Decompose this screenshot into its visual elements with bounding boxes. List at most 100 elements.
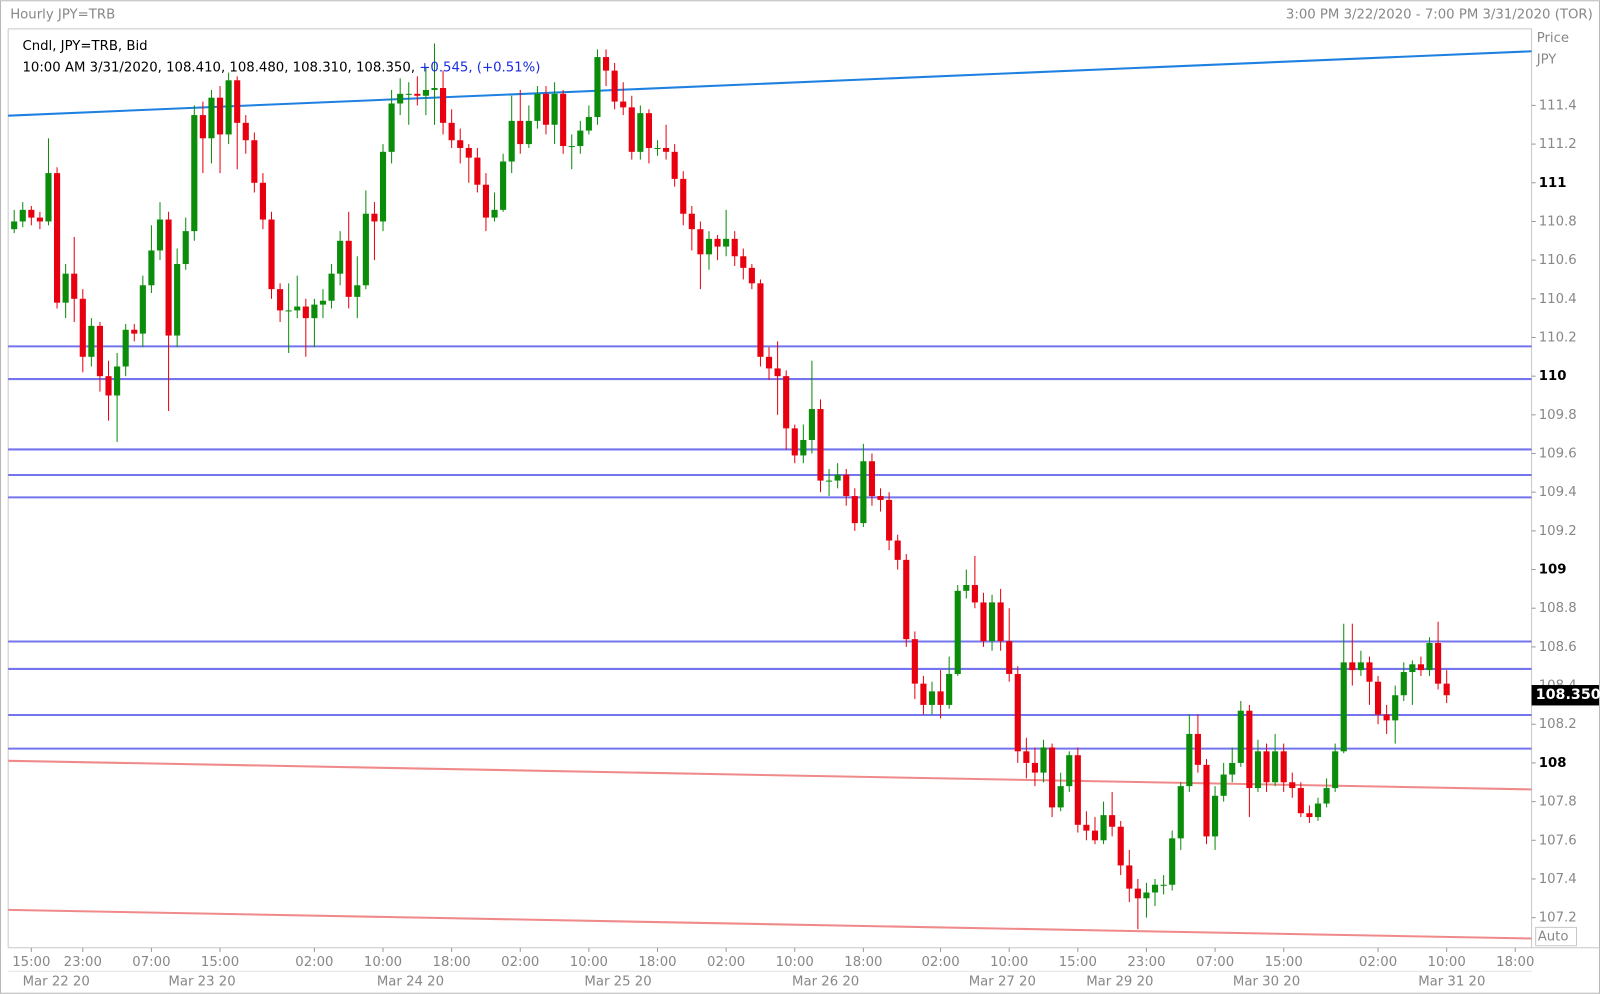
y-tick-label: 109.4 <box>1539 485 1577 500</box>
candle-body <box>1340 662 1347 752</box>
candle-body <box>671 151 678 179</box>
y-tick-label: 108.6 <box>1539 640 1577 655</box>
candle-body <box>1194 733 1201 765</box>
candle-body <box>1306 813 1313 818</box>
candle-body <box>860 461 867 524</box>
y-tick-label: 108.8 <box>1539 601 1577 616</box>
candle-body <box>783 376 790 429</box>
candle-body <box>397 93 404 104</box>
candle-body <box>611 70 618 102</box>
candle-body <box>740 256 747 268</box>
candle-body <box>28 209 35 218</box>
date-label: Mar 22 20 <box>23 974 90 989</box>
candle-body <box>1151 884 1159 893</box>
candle-body <box>697 229 704 255</box>
date-label: Mar 30 20 <box>1233 974 1300 989</box>
candle-body <box>294 306 301 311</box>
x-tick-label: 02:00 <box>707 955 745 970</box>
date-label: Mar 29 20 <box>1086 974 1153 989</box>
candle-body <box>259 182 266 220</box>
candle-body <box>319 300 327 305</box>
candle-body <box>800 439 807 456</box>
candle-body <box>1443 683 1450 696</box>
candle-body <box>448 122 455 141</box>
candle-body <box>1091 830 1099 841</box>
marks <box>8 43 1532 940</box>
candle-body <box>560 93 567 147</box>
candle-body <box>1143 892 1150 899</box>
scale-button[interactable] <box>1535 926 1578 947</box>
candle-body <box>748 267 755 284</box>
candle-body <box>723 238 730 247</box>
date-label: Mar 26 20 <box>792 974 859 989</box>
x-tick-label: 02:00 <box>1359 955 1397 970</box>
candle-body <box>422 89 429 96</box>
candle-body <box>277 289 284 311</box>
y-tick-label: 107.6 <box>1539 833 1577 848</box>
x-tick-label: 02:00 <box>501 955 539 970</box>
candle-body <box>208 97 215 139</box>
candle-body <box>757 283 764 357</box>
candle-body <box>311 304 318 319</box>
trend-line <box>8 759 1532 791</box>
candle-body <box>225 80 232 135</box>
candle-body <box>174 263 181 336</box>
candle-body <box>182 231 189 264</box>
candle-body <box>105 376 112 396</box>
candle-body <box>1392 695 1399 721</box>
candle-body <box>654 147 661 149</box>
candle-body <box>1212 795 1219 837</box>
legend-line1: Cndl, JPY=TRB, Bid <box>22 39 147 54</box>
candle-body <box>637 113 644 152</box>
candle-body <box>877 496 884 500</box>
candle-body <box>285 310 292 312</box>
candle-body <box>500 161 507 210</box>
x-tick-label: 15:00 <box>1265 955 1303 970</box>
candle-body <box>937 691 944 705</box>
candle-body <box>551 93 558 125</box>
candle-body <box>45 173 52 222</box>
candle-body <box>1357 662 1364 671</box>
candle-body <box>11 221 18 230</box>
x-tick-label: 02:00 <box>295 955 333 970</box>
candle-body <box>1100 815 1107 841</box>
candle-body <box>1272 751 1279 783</box>
candle-body <box>911 639 918 684</box>
candle-body <box>620 101 627 108</box>
y-tick-label: 109.2 <box>1539 524 1577 539</box>
candle-body <box>1246 710 1253 789</box>
candle-body <box>534 93 541 121</box>
candle-body <box>216 97 224 135</box>
candle-body <box>1332 751 1339 789</box>
candle-body <box>954 590 961 674</box>
x-tick-label: 15:00 <box>1059 955 1097 970</box>
candle-body <box>1417 664 1424 671</box>
candle-body <box>1426 643 1433 671</box>
candle-body <box>1220 774 1227 796</box>
candle-body <box>645 113 652 148</box>
y-tick-label: 109.8 <box>1539 408 1577 423</box>
x-tick-label: 18:00 <box>638 955 676 970</box>
candle-body <box>1349 662 1356 671</box>
candle-body <box>139 285 146 334</box>
candle-body <box>817 409 824 481</box>
scale-mode[interactable]: Auto <box>1538 930 1569 945</box>
candle-body <box>1014 673 1021 752</box>
candle-body <box>388 103 395 152</box>
candle-body <box>1134 888 1141 899</box>
x-tick-label: 10:00 <box>776 955 814 970</box>
x-tick-label: 07:00 <box>132 955 170 970</box>
candle-body <box>1066 755 1073 787</box>
candle-body <box>1435 643 1442 684</box>
candle-body <box>1117 826 1124 866</box>
y-tick-label: 111.2 <box>1539 137 1577 152</box>
candle-body <box>508 120 515 162</box>
chart-title: Hourly JPY=TRB <box>10 8 115 23</box>
y-tick-label: 108.2 <box>1539 717 1577 732</box>
x-tick-label: 18:00 <box>433 955 471 970</box>
candle-body <box>843 474 850 497</box>
candle-body <box>894 540 901 560</box>
x-tick-label: 10:00 <box>990 955 1028 970</box>
